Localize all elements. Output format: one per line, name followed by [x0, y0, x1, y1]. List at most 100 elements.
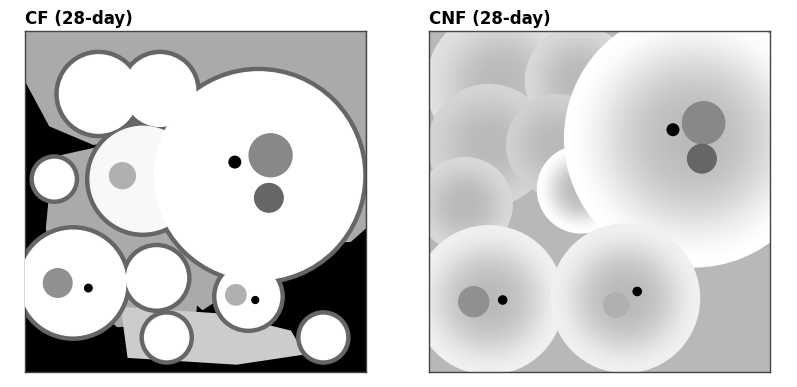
Circle shape [453, 36, 549, 132]
Polygon shape [26, 31, 139, 145]
Circle shape [567, 176, 595, 203]
Circle shape [575, 76, 583, 85]
Circle shape [554, 55, 604, 105]
Circle shape [528, 116, 586, 174]
Circle shape [468, 51, 534, 117]
Circle shape [465, 204, 466, 205]
Circle shape [543, 151, 619, 228]
Circle shape [529, 30, 630, 130]
Circle shape [428, 238, 551, 361]
Circle shape [563, 171, 599, 207]
Circle shape [527, 115, 588, 176]
Circle shape [545, 133, 569, 157]
Circle shape [556, 144, 558, 146]
Circle shape [616, 61, 771, 216]
Circle shape [466, 49, 536, 118]
Circle shape [552, 160, 611, 219]
Circle shape [528, 115, 587, 175]
Circle shape [587, 259, 664, 337]
Circle shape [550, 51, 609, 110]
Circle shape [453, 193, 477, 216]
Circle shape [440, 250, 539, 349]
Circle shape [528, 29, 630, 132]
Circle shape [438, 177, 493, 232]
Circle shape [561, 234, 689, 363]
Circle shape [634, 79, 753, 198]
Circle shape [562, 63, 597, 98]
Circle shape [575, 183, 587, 195]
Circle shape [437, 176, 494, 233]
Circle shape [550, 158, 612, 220]
Circle shape [455, 194, 476, 215]
Circle shape [526, 27, 633, 134]
Circle shape [571, 73, 587, 88]
Circle shape [444, 27, 558, 141]
Circle shape [618, 63, 768, 213]
Circle shape [450, 189, 481, 220]
Circle shape [490, 73, 512, 94]
Circle shape [571, 179, 591, 200]
Circle shape [144, 315, 189, 360]
Circle shape [587, 32, 797, 244]
Circle shape [420, 231, 558, 369]
Circle shape [551, 223, 701, 373]
Circle shape [572, 180, 590, 198]
Circle shape [580, 253, 670, 343]
Circle shape [540, 148, 622, 231]
Circle shape [453, 192, 477, 217]
Circle shape [621, 294, 630, 303]
Circle shape [428, 84, 551, 206]
Circle shape [480, 291, 498, 309]
Circle shape [568, 177, 594, 202]
Circle shape [600, 273, 651, 324]
Circle shape [599, 271, 652, 325]
Circle shape [550, 138, 564, 152]
Circle shape [670, 115, 717, 161]
Circle shape [618, 291, 633, 306]
Circle shape [499, 296, 507, 304]
Circle shape [524, 111, 591, 179]
Circle shape [488, 298, 491, 301]
Circle shape [553, 54, 606, 106]
Circle shape [483, 139, 495, 151]
Circle shape [34, 159, 74, 199]
Circle shape [575, 19, 797, 257]
Circle shape [84, 284, 92, 292]
Circle shape [579, 188, 583, 191]
Circle shape [440, 96, 538, 194]
Circle shape [558, 231, 693, 366]
Circle shape [577, 22, 797, 255]
Circle shape [607, 280, 643, 316]
Circle shape [570, 178, 592, 201]
Circle shape [578, 186, 584, 193]
Circle shape [422, 161, 509, 248]
Circle shape [568, 69, 591, 91]
Circle shape [562, 170, 600, 209]
Circle shape [471, 127, 508, 163]
Circle shape [560, 169, 602, 210]
Circle shape [549, 137, 565, 153]
Circle shape [589, 262, 662, 334]
Circle shape [449, 31, 553, 136]
Circle shape [443, 183, 487, 226]
Circle shape [422, 233, 556, 367]
Circle shape [444, 100, 535, 190]
Circle shape [465, 48, 537, 120]
Circle shape [459, 42, 543, 126]
Circle shape [576, 77, 583, 84]
Circle shape [254, 183, 283, 212]
Circle shape [579, 187, 583, 192]
Circle shape [457, 269, 520, 332]
Circle shape [571, 244, 679, 352]
Circle shape [432, 15, 570, 153]
Circle shape [543, 131, 571, 159]
Circle shape [606, 50, 781, 226]
Circle shape [452, 108, 526, 182]
Circle shape [457, 196, 473, 213]
Circle shape [626, 71, 760, 205]
Circle shape [457, 113, 521, 177]
Circle shape [447, 30, 555, 138]
Circle shape [465, 120, 513, 170]
Circle shape [573, 246, 677, 351]
Circle shape [556, 164, 606, 214]
